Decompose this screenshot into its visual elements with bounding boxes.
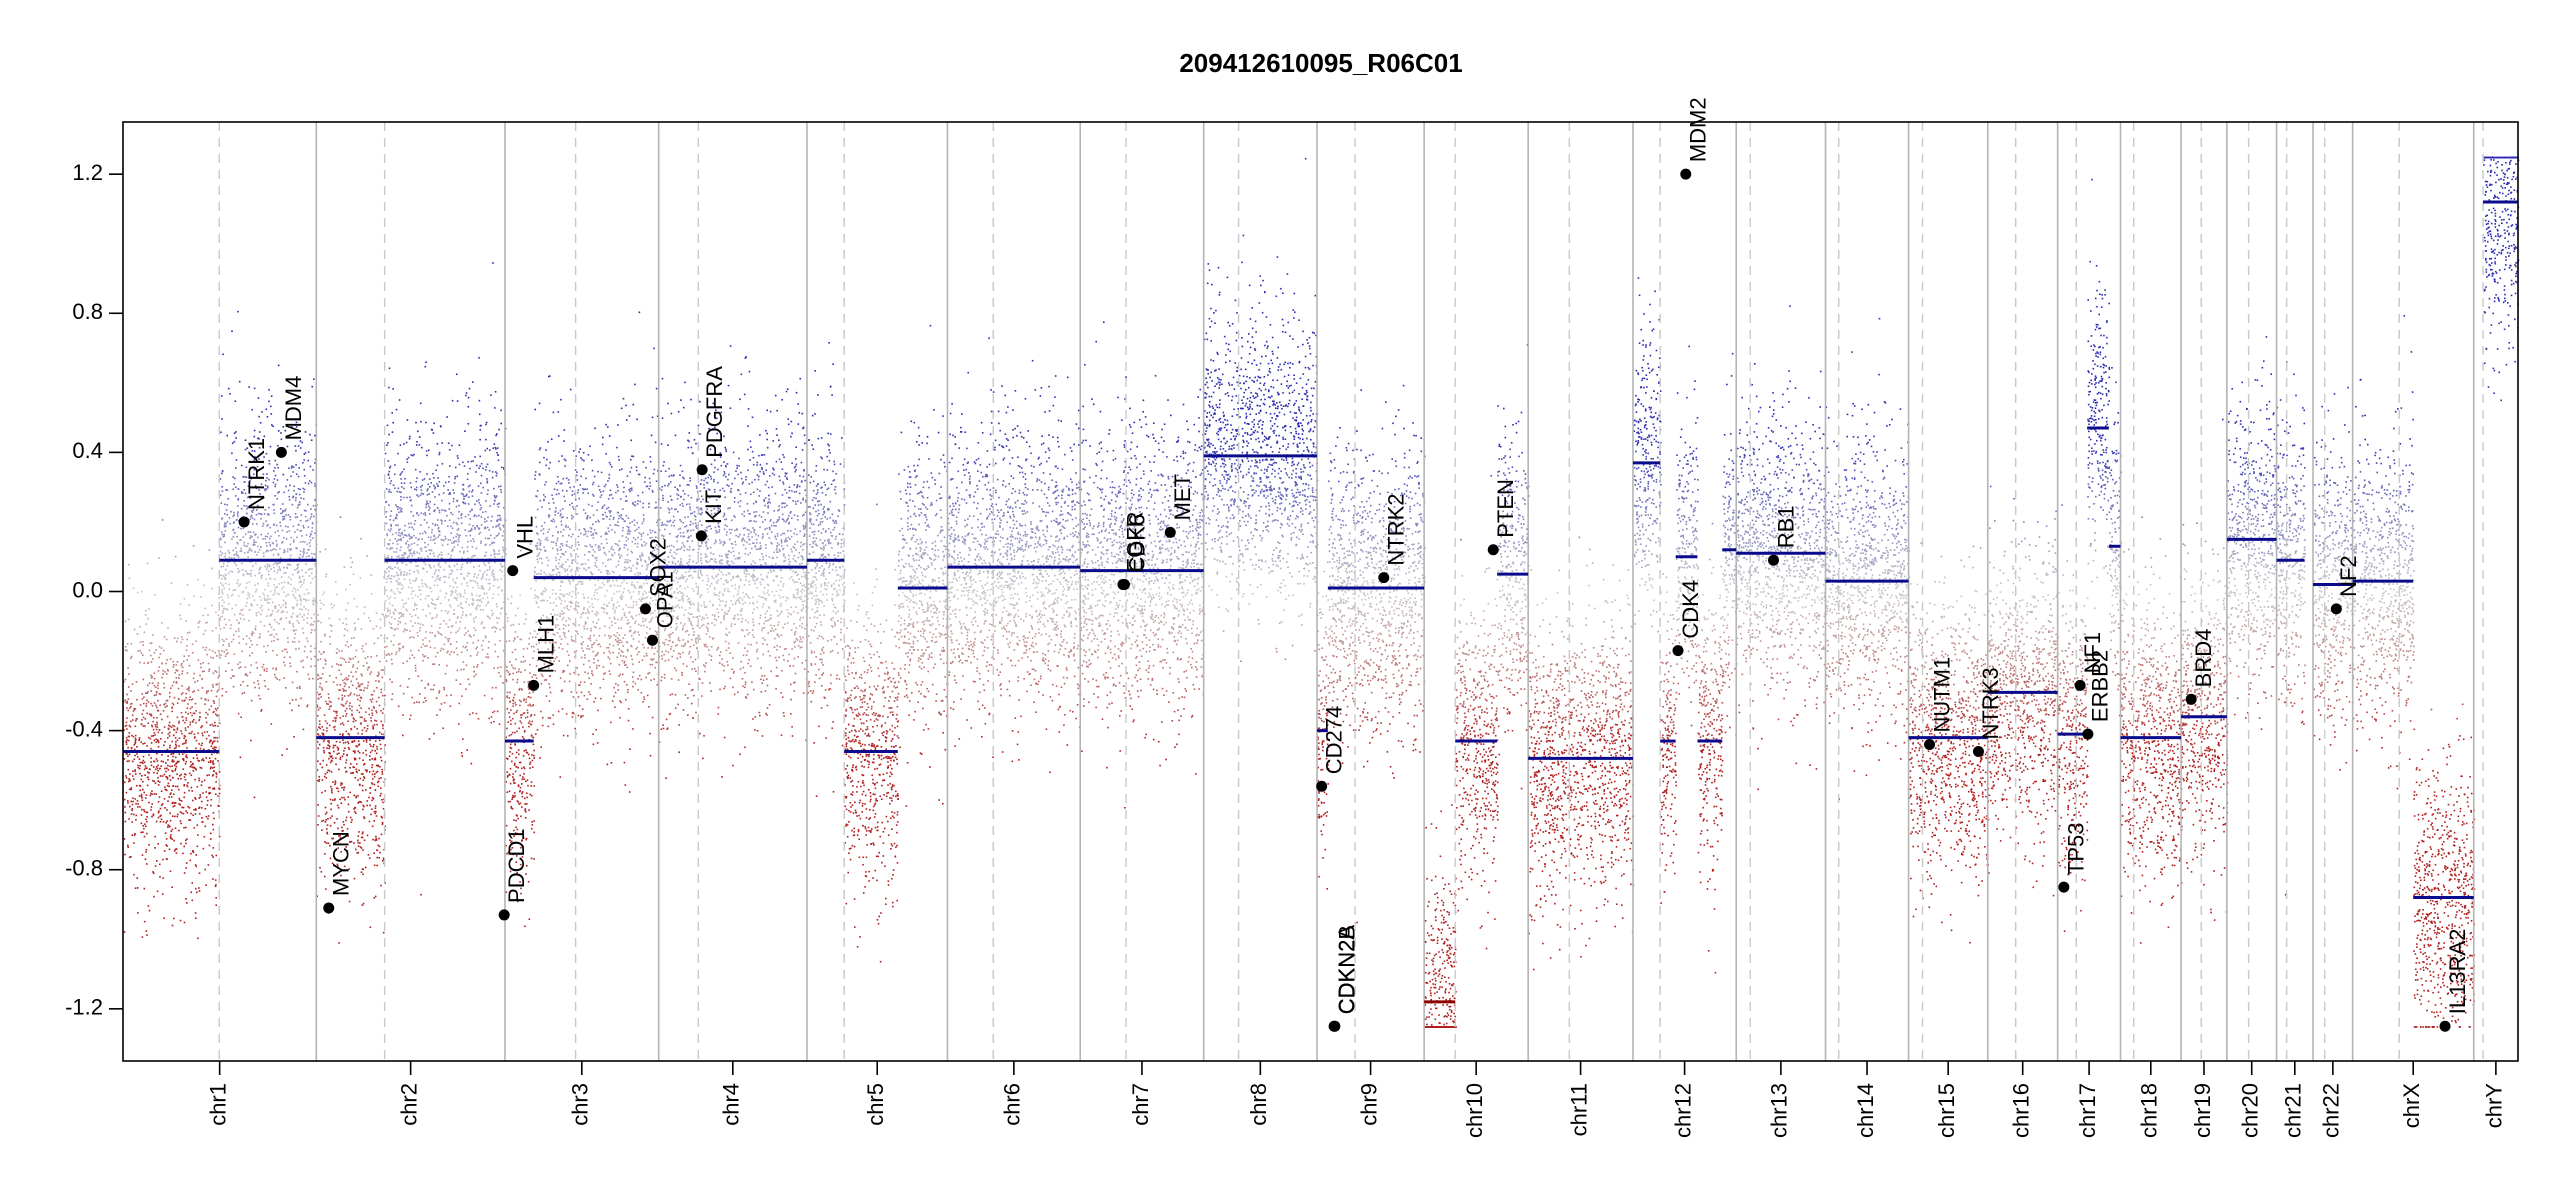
gene-point <box>2330 603 2342 615</box>
chromosome-label: chr1 <box>205 1083 230 1126</box>
gene-point <box>1329 1020 1341 1032</box>
gene-point <box>696 464 708 476</box>
gene-point <box>2082 728 2094 740</box>
y-tick-label: -0.4 <box>65 716 103 741</box>
chromosome-label: chr4 <box>719 1083 744 1126</box>
gene-point <box>2074 679 2086 691</box>
gene-label: KIT <box>701 490 726 524</box>
gene-label: BRD4 <box>2191 629 2216 688</box>
chromosome-label: chr21 <box>2281 1083 2306 1138</box>
segment-lines <box>123 200 2518 1004</box>
axes: -1.2 -0.8 -0.4 0.0 0.4 0.8 1.2 chr1 chr2 chr3 chr4… <box>65 121 2519 1138</box>
gene-point <box>275 446 287 458</box>
gene-label: ERBB2 <box>2088 650 2113 722</box>
y-tick-label: -0.8 <box>65 856 103 881</box>
gene-label: NTRK2 <box>1384 493 1409 565</box>
chromosome-label: chr22 <box>2319 1083 2344 1138</box>
chromosome-borders <box>218 122 2484 1061</box>
gene-label: RB1 <box>1773 505 1798 548</box>
gene-label: NF1 <box>2080 632 2105 674</box>
chromosome-label: chr6 <box>1000 1083 1025 1126</box>
gene-label: NF2 <box>2336 555 2361 597</box>
gene-point <box>1316 780 1328 792</box>
chromosome-label: chr5 <box>863 1083 888 1126</box>
gene-label: NTRK3 <box>1978 667 2003 739</box>
chromosome-label: chr2 <box>396 1083 421 1126</box>
y-tick-label: 0.0 <box>72 577 103 602</box>
gene-point <box>2439 1020 2451 1032</box>
gene-point <box>498 909 510 921</box>
gene-point <box>1972 745 1984 757</box>
y-tick-label: 0.8 <box>72 299 103 324</box>
gene-label: SOX2 <box>645 538 670 597</box>
gene-label: PTEN <box>1493 479 1518 538</box>
y-tick-label: -1.2 <box>65 995 103 1020</box>
gene-label: MLH1 <box>533 615 558 674</box>
gene-point <box>1672 645 1684 657</box>
gene-point <box>2058 881 2070 893</box>
chart-title: 209412610095_R06C01 <box>1179 48 1462 78</box>
gene-point <box>2185 693 2197 705</box>
chromosome-label: chr12 <box>1670 1083 1695 1138</box>
gene-label: CD274 <box>1321 706 1346 774</box>
gene-label: MYCN <box>329 831 354 896</box>
plot-frame <box>122 121 2519 1062</box>
gene-point <box>639 603 651 615</box>
gene-point <box>695 530 707 542</box>
gene-point <box>238 516 250 528</box>
gene-label: CDKN2A <box>1334 925 1359 1015</box>
gene-point <box>1924 739 1936 751</box>
chromosome-label: chrX <box>2399 1083 2424 1129</box>
chromosome-label: chr20 <box>2238 1083 2263 1138</box>
chromosome-label: chr14 <box>1853 1083 1878 1138</box>
gene-label: CDK4 <box>1678 580 1703 639</box>
gene-label: OPA1 <box>652 571 677 628</box>
gene-label: MET <box>1170 474 1195 520</box>
gene-label: NTRK1 <box>244 438 269 510</box>
y-tick-label: 1.2 <box>72 160 103 185</box>
gene-point <box>1487 544 1499 556</box>
gene-point <box>1164 526 1176 538</box>
y-tick-label: 0.4 <box>72 438 103 463</box>
chromosome-label: chr13 <box>1767 1083 1792 1138</box>
chromosome-label: chr10 <box>1462 1083 1487 1138</box>
gene-point <box>1680 168 1692 180</box>
gene-label: CDKN2B <box>1335 925 1360 1014</box>
gene-label: PDGFRA <box>702 366 727 458</box>
gene-label: IL13RA2 <box>2445 929 2470 1015</box>
gene-label: PDCD1 <box>504 828 529 903</box>
chromosome-label: chr18 <box>2137 1083 2162 1138</box>
chromosome-label: chr11 <box>1566 1083 1591 1136</box>
chromosome-label: chr19 <box>2190 1083 2215 1138</box>
gene-point <box>1767 554 1779 566</box>
gene-label: EGFR <box>1123 511 1148 572</box>
gene-label: MDM2 <box>1686 97 1711 162</box>
gene-point <box>1118 579 1130 591</box>
chromosome-label: chr3 <box>568 1083 593 1126</box>
gene-point <box>507 565 519 577</box>
gene-point <box>646 634 658 646</box>
gene-point <box>528 679 540 691</box>
chromosome-label: chr16 <box>2009 1083 2034 1138</box>
chromosome-label: chr9 <box>1356 1083 1381 1126</box>
gene-label: VHL <box>513 516 538 559</box>
gene-point <box>323 902 335 914</box>
chromosome-label: chr17 <box>2075 1083 2100 1138</box>
probe-points <box>123 156 2520 1028</box>
gene-label: MDM4 <box>281 376 306 441</box>
chromosome-label: chr8 <box>1246 1083 1271 1126</box>
chromosome-label: chrY <box>2482 1083 2507 1129</box>
chromosome-label: chr7 <box>1128 1083 1153 1126</box>
gene-label: CDK6 <box>1124 514 1149 573</box>
gene-label: NUTM1 <box>1929 657 1954 733</box>
gene-label: TP53 <box>2064 823 2089 876</box>
gene-point <box>1378 572 1390 584</box>
chromosome-label: chr15 <box>1934 1083 1959 1138</box>
